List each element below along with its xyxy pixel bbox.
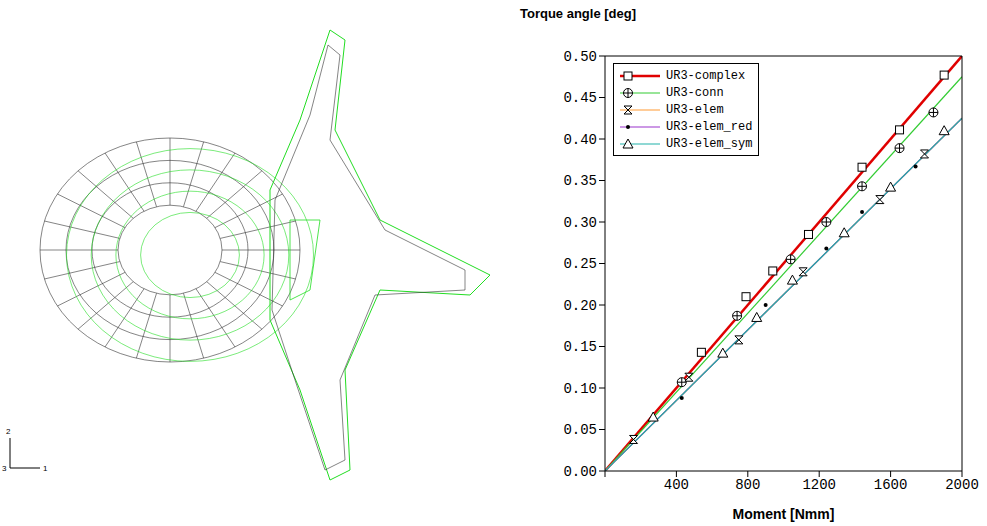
html-text:UR3-elem: UR3-elem [666,102,724,117]
svg-text:0.35: 0.35 [563,173,597,189]
svg-text:0.10: 0.10 [563,381,597,397]
svg-text:400: 400 [664,477,689,493]
html-text:UR3-elem_red: UR3-elem_red [666,119,753,134]
svg-text:0.30: 0.30 [563,215,597,231]
svg-text:0.25: 0.25 [563,256,597,272]
html-text:UR3-conn: UR3-conn [666,85,724,100]
svg-text:2000: 2000 [945,477,979,493]
svg-text:Moment [Nmm]: Moment [Nmm] [733,506,835,522]
svg-text:0.15: 0.15 [563,339,597,355]
svg-text:1200: 1200 [802,477,836,493]
svg-text:0.40: 0.40 [563,132,597,148]
html-text:UR3-complex: UR3-complex [666,68,746,83]
svg-text:0.00: 0.00 [563,464,597,480]
svg-text:800: 800 [735,477,760,493]
svg-text:1: 1 [43,464,48,473]
svg-text:1600: 1600 [874,477,908,493]
svg-text:2: 2 [6,427,11,436]
svg-text:0.45: 0.45 [563,90,597,106]
html-text:Torque angle [deg]: Torque angle [deg] [520,6,636,21]
svg-text:0.20: 0.20 [563,298,597,314]
svg-text:3: 3 [2,464,7,473]
svg-text:0.05: 0.05 [563,422,597,438]
svg-text:0.50: 0.50 [563,49,597,65]
html-text:UR3-elem_sym: UR3-elem_sym [666,136,753,151]
